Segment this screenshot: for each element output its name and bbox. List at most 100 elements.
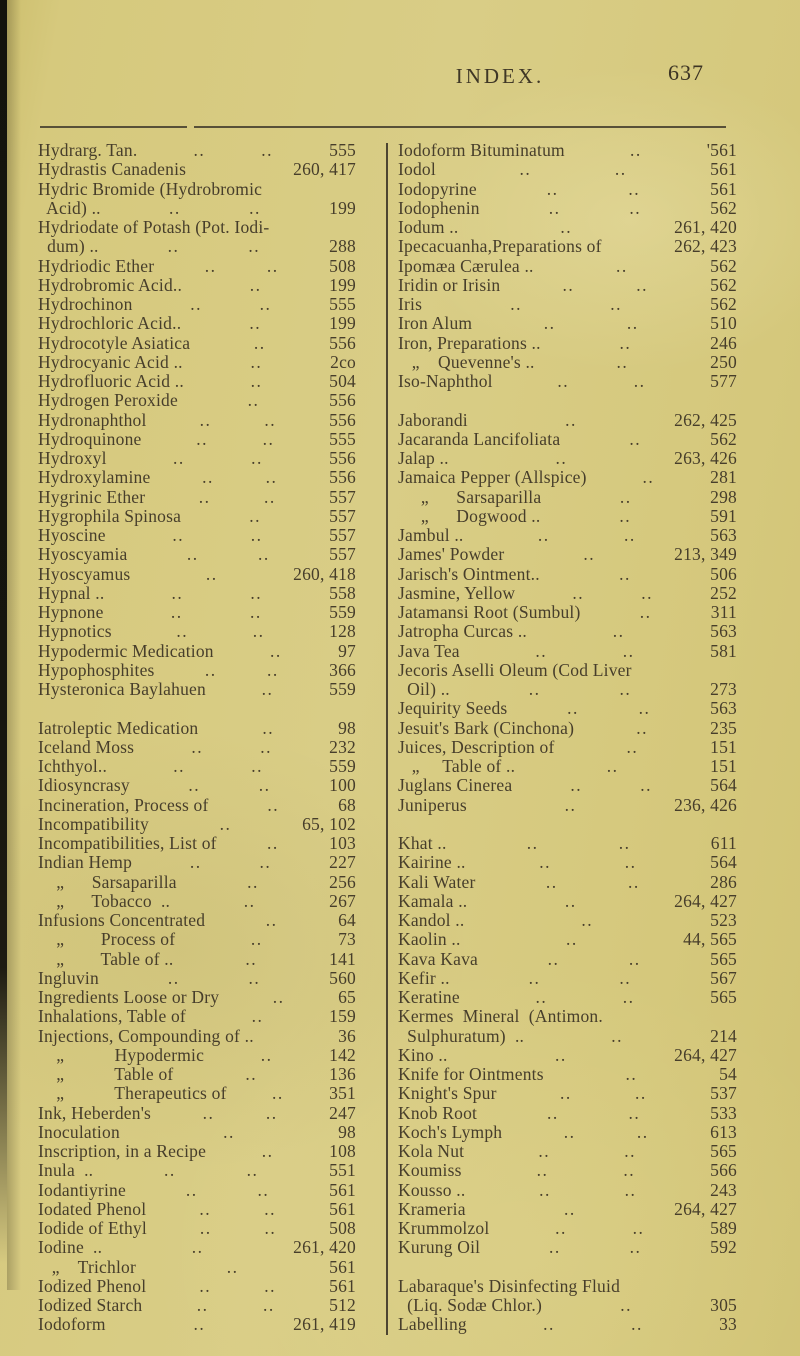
- entry-label: Hypnotics: [38, 622, 112, 642]
- entry-page-ref: 262, 423: [674, 237, 737, 257]
- entry-page-ref: 44, 565: [683, 930, 737, 950]
- entry-label: „ Process of: [38, 930, 176, 950]
- index-column-left: Hydrarg. Tan..... 555 Hydrastis Canadenis 2…: [38, 141, 356, 1335]
- entry-leader-dots: ..: [120, 1123, 338, 1142]
- entry-page-ref: 557: [329, 506, 356, 526]
- page-number: 637: [668, 60, 704, 85]
- entry-label: Hygrophila Spinosa: [38, 506, 182, 526]
- entry-leader-dots: ..: [204, 1046, 329, 1065]
- leader-dot-group: ..: [583, 545, 596, 565]
- entry-page-ref: 247: [329, 1103, 356, 1123]
- leader-dot-group: ..: [173, 757, 186, 776]
- index-entry: Jasmine, Yellow.... 252: [398, 584, 737, 603]
- entry-label: Iodum ..: [398, 218, 459, 237]
- entry-label: Iodophenin: [398, 198, 480, 218]
- entry-leader-dots: ..: [219, 988, 338, 1007]
- entry-leader-dots: ..: [574, 719, 710, 738]
- leader-dot-group: ..: [622, 641, 635, 661]
- entry-leader-dots: ..: [555, 738, 711, 757]
- entry-leader-dots: ....: [146, 1200, 329, 1219]
- entry-leader-dots: ..: [173, 1065, 329, 1084]
- leader-dot-group: ..: [226, 1257, 239, 1277]
- entry-label: „ Sarsaparilla: [398, 487, 542, 507]
- entry-page-ref: 561: [329, 1276, 356, 1296]
- entry-label: Oil) ..: [398, 680, 450, 699]
- entry-page-ref: 108: [329, 1142, 356, 1161]
- entry-page-ref: 557: [329, 545, 356, 565]
- entry-label: Kamala ..: [398, 891, 468, 911]
- entry-label: Inscription, in a Recipe: [38, 1142, 207, 1161]
- entry-leader-dots: ....: [472, 314, 710, 333]
- entry-leader-dots: ..: [541, 334, 710, 353]
- entry-leader-dots: ..: [544, 1065, 719, 1084]
- entry-label: Hydrastis Canadenis: [38, 160, 187, 180]
- entry-label: Labelling: [398, 1315, 467, 1335]
- entry-leader-dots: ..: [102, 1238, 293, 1257]
- entry-label: Hydriodate of Potash (Pot. Iodi-: [38, 218, 270, 237]
- leader-dot-group: ..: [539, 853, 552, 873]
- leader-dot-group: ..: [545, 872, 558, 892]
- entry-leader-dots: ..: [448, 1046, 675, 1065]
- entry-leader-dots: ..: [170, 892, 329, 911]
- index-entry: Iron, Preparations .... 246: [398, 334, 737, 353]
- entry-page-ref: 98: [338, 1122, 356, 1142]
- index-entry: Ingluvin.... 560: [38, 969, 356, 988]
- leader-dot-group: ..: [257, 545, 270, 565]
- entry-leader-dots: ....: [107, 449, 329, 468]
- leader-dot-group: ..: [616, 256, 628, 276]
- index-entry: [398, 815, 737, 834]
- entry-label: Labaraque's Disinfecting Fluid: [398, 1276, 621, 1296]
- entry-label: Hydrocotyle Asiatica: [38, 333, 191, 353]
- leader-dot-group: ..: [526, 834, 539, 853]
- leader-dot-group: ..: [624, 1180, 637, 1200]
- leader-dot-group: ..: [564, 795, 577, 815]
- index-entry: Knob Root.... 533: [398, 1104, 737, 1123]
- entry-label: „ Table of ..: [38, 949, 174, 969]
- entry-page-ref: 252: [710, 583, 737, 603]
- entry-label: Hypophosphites: [38, 660, 155, 680]
- leader-dot-group: ..: [547, 949, 560, 969]
- leader-dot-group: ..: [628, 872, 640, 892]
- leader-dot-group: ..: [198, 487, 211, 507]
- index-entry: Oil) ...... 273: [398, 680, 737, 699]
- entry-leader-dots: [254, 1027, 338, 1046]
- entry-page-ref: 562: [710, 295, 737, 314]
- entry-page-ref: 589: [710, 1219, 737, 1238]
- entry-label: „ Sarsaparilla: [38, 872, 177, 892]
- index-entry: Jequirity Seeds.... 563: [398, 699, 737, 718]
- index-entry: Iodopyrine.... 561: [398, 180, 737, 199]
- entry-page-ref: 366: [329, 660, 356, 680]
- entry-leader-dots: ..: [467, 796, 674, 815]
- entry-leader-dots: ..: [515, 757, 710, 776]
- entry-page-ref: 103: [329, 834, 356, 853]
- index-entry: Ipecacuanha,Preparations of 262, 423: [398, 237, 737, 256]
- index-entry: Iodoform Bituminatum.. '561: [398, 141, 737, 160]
- entry-leader-dots: ....: [466, 853, 711, 872]
- leader-dot-group: ..: [253, 333, 266, 353]
- entry-label: Hydronaphthol: [38, 410, 147, 430]
- entry-leader-dots: ..: [209, 796, 339, 815]
- leader-dot-group: ..: [191, 1238, 204, 1258]
- leader-dot-group: ..: [264, 1276, 277, 1296]
- index-entry: Iodine .... 261, 420: [38, 1238, 356, 1257]
- entry-label: Hydrochinon: [38, 295, 133, 314]
- entry-label: „ Table of ..: [398, 757, 516, 776]
- entry-label: Kola Nut: [398, 1142, 465, 1161]
- entry-label: Jasmine, Yellow: [398, 583, 516, 603]
- entry-page-ref: 305: [710, 1296, 737, 1315]
- entry-leader-dots: ..: [527, 622, 710, 641]
- entry-leader-dots: ..: [227, 1084, 330, 1103]
- leader-dot-group: ..: [543, 314, 556, 334]
- header-rule-right: [194, 126, 726, 128]
- entry-page-ref: 261, 419: [293, 1315, 356, 1335]
- index-entry: Iodide of Ethyl.... 508: [38, 1219, 356, 1238]
- leader-dot-group: ..: [629, 1238, 642, 1258]
- entry-page-ref: 256: [329, 872, 356, 892]
- entry-page-ref: 565: [710, 1142, 737, 1161]
- entry-label: Iodized Starch: [38, 1296, 143, 1315]
- index-column-right: Iodoform Bituminatum.. '561 Iodol.... 561 Io…: [398, 141, 737, 1335]
- entry-label: „ Hypodermic: [38, 1045, 205, 1065]
- entry-label: Jatropha Curcas ..: [398, 622, 527, 642]
- entry-label: Hydroxylamine: [38, 468, 151, 488]
- entry-page-ref: 33: [719, 1315, 737, 1335]
